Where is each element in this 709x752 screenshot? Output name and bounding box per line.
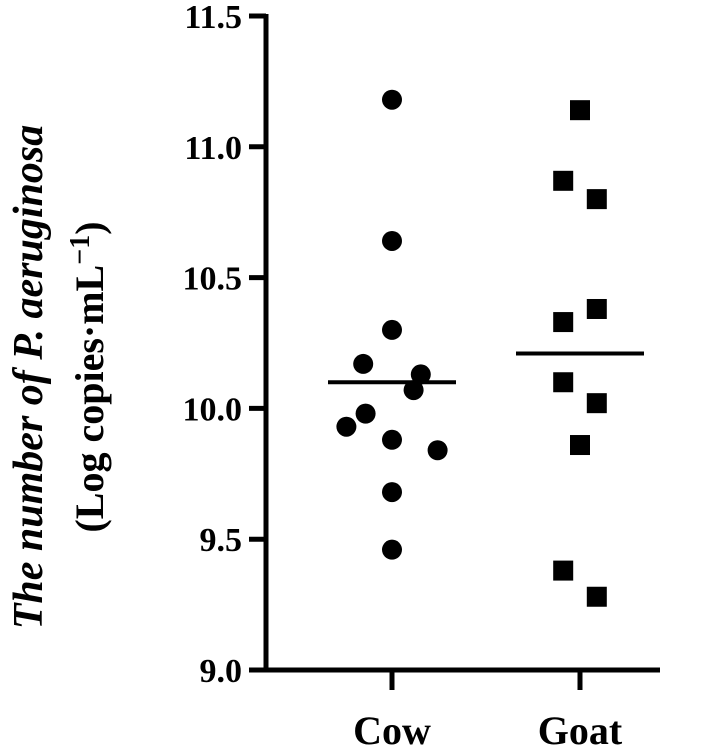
y-tick-label: 10.5 [183, 261, 243, 298]
data-point-goat [553, 170, 574, 191]
y-axis-title-line2: (Log copies·mL−1) [65, 221, 112, 532]
data-points [336, 89, 607, 607]
data-point-goat [570, 100, 590, 121]
y-axis-title-line1: The number of P. aeruginosa [6, 125, 52, 629]
y-tick-label: 9.5 [200, 522, 243, 559]
data-point-goat [553, 372, 574, 393]
data-point-goat [553, 560, 574, 581]
data-point-cow [403, 380, 424, 401]
y-axis-title: The number of P. aeruginosa (Log copies·… [6, 125, 112, 629]
y-tick-label: 11.0 [184, 130, 242, 167]
data-point-goat [586, 586, 607, 607]
data-point-goat [586, 393, 607, 414]
data-point-cow [382, 230, 402, 251]
y-tick-label: 9.0 [200, 653, 243, 690]
data-point-cow [336, 416, 357, 437]
x-category-label: Cow [353, 708, 431, 752]
data-point-cow [382, 482, 402, 503]
y-axis-title-line2-suffix: ) [67, 221, 112, 234]
data-point-cow [382, 429, 402, 450]
y-axis-title-superscript: −1 [65, 235, 96, 265]
data-point-cow [427, 440, 448, 461]
y-ticks: 9.0 9.5 10.0 10.5 11.0 11.5 [183, 0, 266, 690]
y-tick-label: 11.5 [184, 0, 242, 36]
data-point-goat [586, 298, 607, 319]
y-axis-title-line2-prefix: (Log copies·mL [67, 265, 112, 533]
x-category-label: Goat [538, 708, 623, 752]
data-point-goat [570, 435, 590, 456]
y-tick-label: 10.0 [183, 391, 243, 428]
data-point-cow [382, 319, 402, 340]
data-point-cow [382, 539, 402, 560]
mean-lines [328, 351, 644, 385]
data-point-goat [586, 189, 607, 210]
axes [263, 14, 660, 673]
data-point-cow [382, 89, 402, 110]
data-point-goat [553, 312, 574, 333]
data-point-cow [410, 364, 431, 385]
data-point-cow [355, 403, 376, 424]
data-point-cow [353, 353, 374, 374]
x-categories: Cow Goat [353, 670, 623, 752]
